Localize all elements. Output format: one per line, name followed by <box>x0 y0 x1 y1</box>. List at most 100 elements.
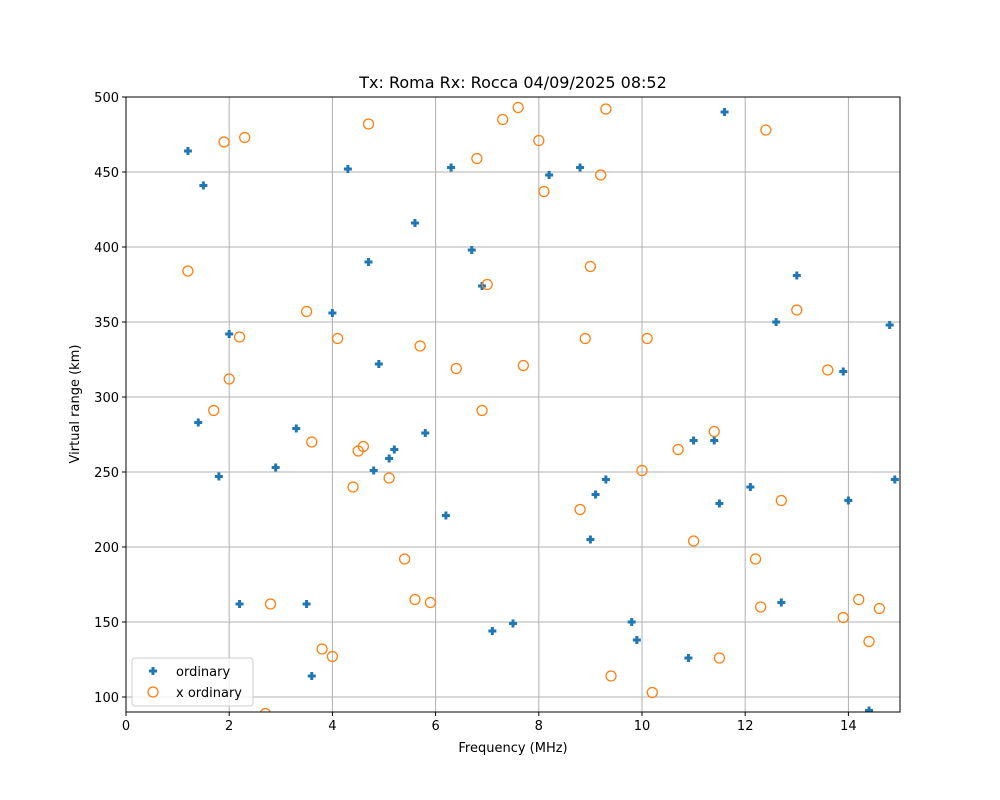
y-tick-label: 250 <box>94 466 119 481</box>
plus-marker-icon <box>364 258 373 266</box>
circle-marker-icon <box>218 136 230 148</box>
plus-marker-icon <box>720 108 729 116</box>
plot-points <box>182 101 899 712</box>
plus-marker-icon <box>307 672 316 680</box>
circle-marker-icon <box>239 131 251 144</box>
circle-marker-icon <box>450 362 462 375</box>
y-tick-label: 500 <box>94 91 119 106</box>
x-axis-ticks: 0 2 4 6 8 10 12 14 <box>122 712 857 734</box>
plus-marker-icon <box>632 636 641 644</box>
legend-item-ordinary: ordinary <box>149 665 230 680</box>
circle-marker-icon <box>579 332 591 345</box>
plus-marker-icon <box>710 436 719 445</box>
circle-marker-icon <box>584 260 597 273</box>
circle-marker-icon <box>760 124 772 136</box>
axes-frame <box>125 96 901 713</box>
circle-marker-icon <box>636 464 648 477</box>
circle-marker-icon <box>424 596 437 609</box>
plus-marker-icon <box>715 499 724 508</box>
circle-marker-icon <box>331 332 344 345</box>
x-tick-label: 8 <box>535 719 543 734</box>
plus-marker-icon <box>369 466 378 475</box>
plus-marker-icon <box>441 511 450 520</box>
plus-marker-icon <box>792 271 801 280</box>
legend-label-ordinary: ordinary <box>176 665 230 680</box>
plus-marker-icon <box>302 600 311 608</box>
plus-marker-icon <box>684 654 693 662</box>
plus-marker-icon <box>183 147 192 155</box>
circle-marker-icon <box>600 103 612 115</box>
legend-item-x-ordinary: x ordinary <box>147 686 242 701</box>
circle-marker-icon <box>574 503 586 516</box>
circle-marker-icon <box>481 278 493 291</box>
y-tick-label: 150 <box>94 616 119 631</box>
circle-marker-icon <box>383 472 395 484</box>
circle-marker-icon <box>347 481 359 493</box>
circle-marker-icon <box>233 331 246 343</box>
x-tick-label: 2 <box>225 719 233 734</box>
plus-marker-icon <box>149 667 157 675</box>
x-axis-label: Frequency (MHz) <box>458 741 567 756</box>
x-tick-label: 12 <box>737 719 754 734</box>
legend: ordinary x ordinary <box>131 657 254 707</box>
plus-marker-icon <box>839 367 848 376</box>
plus-marker-icon <box>601 475 610 484</box>
circle-marker-icon <box>264 598 277 610</box>
circle-marker-icon <box>822 364 834 376</box>
y-tick-label: 400 <box>94 241 119 256</box>
y-tick-label: 100 <box>94 691 119 706</box>
circle-marker-icon <box>147 686 159 698</box>
circle-marker-icon <box>362 118 375 130</box>
plus-marker-icon <box>199 181 208 190</box>
chart-title: Tx: Roma Rx: Rocca 04/09/2025 08:52 <box>358 73 667 92</box>
plus-marker-icon <box>214 472 223 481</box>
x-tick-label: 6 <box>431 719 439 734</box>
plus-marker-icon <box>509 619 517 628</box>
circle-marker-icon <box>641 332 653 345</box>
series-ordinary <box>183 108 899 712</box>
plus-marker-icon <box>421 429 430 437</box>
circle-marker-icon <box>517 359 529 372</box>
plus-marker-icon <box>890 475 899 484</box>
circle-marker-icon <box>414 340 426 352</box>
circle-marker-icon <box>595 169 607 181</box>
plus-marker-icon <box>885 321 894 329</box>
plus-marker-icon <box>689 436 698 445</box>
y-tick-label: 300 <box>94 391 119 406</box>
plus-marker-icon <box>777 598 786 607</box>
y-tick-label: 200 <box>94 541 119 556</box>
plus-marker-icon <box>627 618 636 626</box>
x-tick-label: 14 <box>840 719 857 734</box>
plus-marker-icon <box>865 706 874 712</box>
circle-marker-icon <box>497 113 509 126</box>
y-tick-label: 350 <box>94 316 119 331</box>
plus-marker-icon <box>194 418 203 427</box>
circle-marker-icon <box>672 443 684 456</box>
plus-marker-icon <box>374 360 383 368</box>
plus-marker-icon <box>235 600 244 608</box>
y-axis-ticks: 100 150 200 250 300 350 400 450 500 <box>94 91 126 706</box>
circle-marker-icon <box>409 593 421 606</box>
circle-marker-icon <box>300 305 313 318</box>
plus-marker-icon <box>467 246 476 254</box>
circle-marker-icon <box>306 436 318 448</box>
circle-marker-icon <box>708 425 720 438</box>
circle-marker-icon <box>713 652 726 664</box>
circle-marker-icon <box>512 101 524 114</box>
circle-marker-icon <box>182 265 194 277</box>
circle-marker-icon <box>326 650 339 663</box>
circle-marker-icon <box>398 553 411 565</box>
x-tick-label: 0 <box>122 719 130 734</box>
legend-box <box>131 657 254 707</box>
circle-marker-icon <box>471 152 483 165</box>
series-x-ordinary <box>182 101 886 712</box>
circle-marker-icon <box>259 707 271 712</box>
plus-marker-icon <box>390 445 399 454</box>
plus-marker-icon <box>385 454 394 463</box>
circle-marker-icon <box>357 440 370 453</box>
circle-marker-icon <box>863 635 875 648</box>
plus-marker-icon <box>343 165 352 173</box>
circle-marker-icon <box>755 601 767 613</box>
circle-marker-icon <box>208 404 220 417</box>
